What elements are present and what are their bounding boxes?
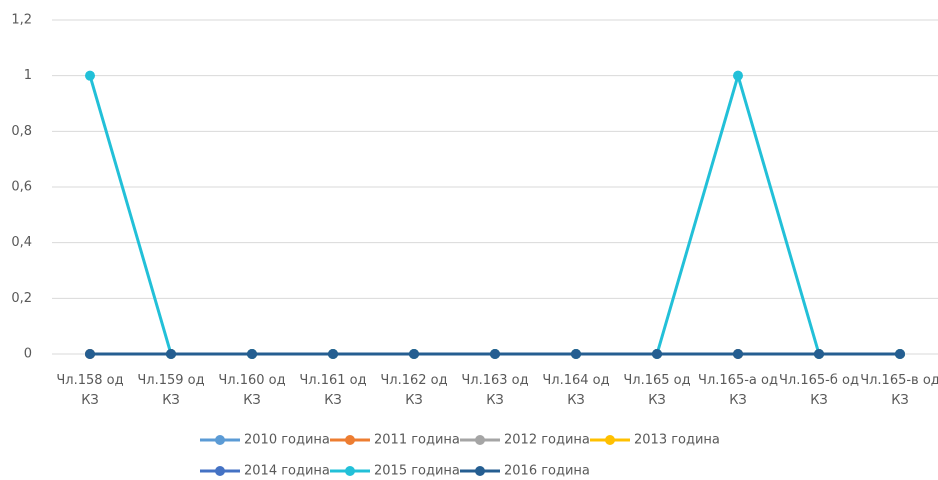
x-tick-label-line: КЗ xyxy=(162,393,180,408)
y-tick-label: 1,2 xyxy=(11,13,32,28)
x-tick-label: Чл.161 од КЗ xyxy=(299,373,366,408)
x-tick-label-line: Чл.165-в од xyxy=(860,373,938,388)
x-tick-label-line: Чл.161 од xyxy=(299,373,366,388)
legend-label: 2013 година xyxy=(634,433,720,448)
legend-marker xyxy=(215,435,225,445)
x-tick-label: Чл.159 од КЗ xyxy=(137,373,204,408)
point-marker xyxy=(85,70,95,81)
point-marker xyxy=(166,349,176,359)
x-tick-label-line: КЗ xyxy=(729,393,747,408)
y-tick-label: 1 xyxy=(24,68,32,83)
x-tick-label-line: Чл.164 од xyxy=(542,373,609,388)
x-tick-label-line: Чл.162 од xyxy=(380,373,447,388)
x-tick-label-line: Чл.165 од xyxy=(623,373,690,388)
legend-marker xyxy=(345,466,355,476)
x-tick-label: Чл.165-в од КЗ xyxy=(860,373,938,408)
x-tick-label-line: КЗ xyxy=(81,393,99,408)
legend-marker xyxy=(215,466,225,476)
point-marker xyxy=(328,349,338,359)
y-tick-label: 0,4 xyxy=(11,235,32,250)
x-tick-label: Чл.160 од КЗ xyxy=(218,373,285,408)
point-marker xyxy=(814,349,824,359)
x-tick-label: Чл.163 од КЗ xyxy=(461,373,528,408)
x-tick-label-line: КЗ xyxy=(405,393,423,408)
x-tick-label-line: КЗ xyxy=(891,393,909,408)
legend-label: 2014 година xyxy=(244,464,330,479)
x-tick-label-line: КЗ xyxy=(243,393,261,408)
x-tick-label-line: Чл.160 од xyxy=(218,373,285,388)
x-tick-label: Чл.165-а од КЗ xyxy=(698,373,778,408)
point-marker xyxy=(652,349,662,359)
legend-marker xyxy=(605,435,615,445)
x-tick-label-line: Чл.165-а од xyxy=(698,373,778,388)
point-marker xyxy=(733,70,743,81)
legend-label: 2012 година xyxy=(504,433,590,448)
legend-label: 2011 година xyxy=(374,433,460,448)
y-tick-label: 0,6 xyxy=(11,180,32,195)
point-marker xyxy=(571,349,581,359)
point-marker xyxy=(733,349,743,359)
point-marker xyxy=(895,349,905,359)
y-tick-label: 0,2 xyxy=(11,291,32,306)
point-marker xyxy=(409,349,419,359)
x-tick-label-line: КЗ xyxy=(567,393,585,408)
legend-label: 2015 година xyxy=(374,464,460,479)
series-line xyxy=(88,70,900,356)
legend-label: 2016 година xyxy=(504,464,590,479)
legend-marker xyxy=(475,435,485,445)
legend-marker xyxy=(475,466,485,476)
x-tick-label: Чл.165 од КЗ xyxy=(623,373,690,408)
x-tick-label-line: Чл.158 од xyxy=(56,373,123,388)
legend-marker xyxy=(345,435,355,445)
legend-label: 2010 година xyxy=(244,433,330,448)
x-tick-label-line: КЗ xyxy=(810,393,828,408)
x-tick-label-line: Чл.159 од xyxy=(137,373,204,388)
x-tick-label-line: КЗ xyxy=(486,393,504,408)
x-tick-label-line: КЗ xyxy=(648,393,666,408)
y-tick-label: 0,8 xyxy=(11,124,32,139)
point-marker xyxy=(85,349,95,359)
x-tick-label-line: Чл.163 од xyxy=(461,373,528,388)
point-marker xyxy=(490,349,500,359)
x-tick-label: Чл.165-б од КЗ xyxy=(779,373,859,408)
x-tick-label: Чл.158 од КЗ xyxy=(56,373,123,408)
x-tick-label-line: Чл.165-б од xyxy=(779,373,859,388)
x-tick-label: Чл.164 од КЗ xyxy=(542,373,609,408)
x-tick-label: Чл.162 од КЗ xyxy=(380,373,447,408)
point-marker xyxy=(247,349,257,359)
x-tick-label-line: КЗ xyxy=(324,393,342,408)
y-tick-label: 0 xyxy=(24,347,32,362)
